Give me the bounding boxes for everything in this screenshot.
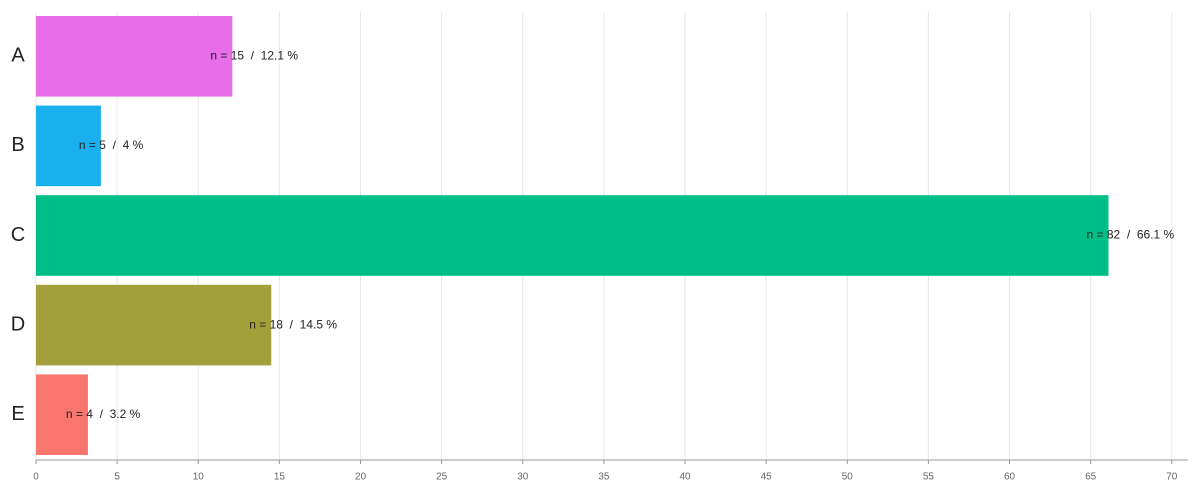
y-tick-label: A (11, 45, 25, 67)
x-tick-label: 50 (842, 472, 854, 483)
y-tick-label: D (11, 313, 25, 335)
bar (36, 195, 1109, 276)
x-tick-label: 45 (761, 472, 773, 483)
x-tick-label: 10 (193, 472, 205, 483)
bar (36, 16, 233, 97)
y-tick-label: E (11, 403, 24, 425)
x-tick-label: 55 (923, 472, 935, 483)
x-tick-label: 0 (33, 472, 39, 483)
bar (36, 105, 101, 187)
value-label: n = 82 / 66.1 % (1086, 228, 1174, 242)
value-label: n = 15 / 12.1 % (210, 48, 298, 62)
x-tick-label: 20 (355, 472, 367, 483)
x-tick-label: 30 (517, 472, 529, 483)
y-tick-label: C (11, 224, 25, 246)
x-tick-label: 25 (436, 472, 448, 483)
value-label: n = 4 / 3.2 % (66, 407, 141, 421)
x-tick-label: 5 (114, 472, 120, 483)
y-tick-label: B (11, 134, 24, 156)
x-tick-label: 70 (1166, 472, 1178, 483)
x-tick-label: 40 (679, 472, 691, 483)
x-tick-label: 35 (598, 472, 610, 483)
x-tick-label: 15 (274, 472, 286, 483)
value-label: n = 18 / 14.5 % (249, 317, 337, 331)
bar (36, 374, 88, 455)
value-label: n = 5 / 4 % (79, 138, 144, 152)
x-tick-label: 60 (1004, 472, 1016, 483)
x-tick-label: 65 (1085, 472, 1097, 483)
bar (36, 284, 272, 366)
